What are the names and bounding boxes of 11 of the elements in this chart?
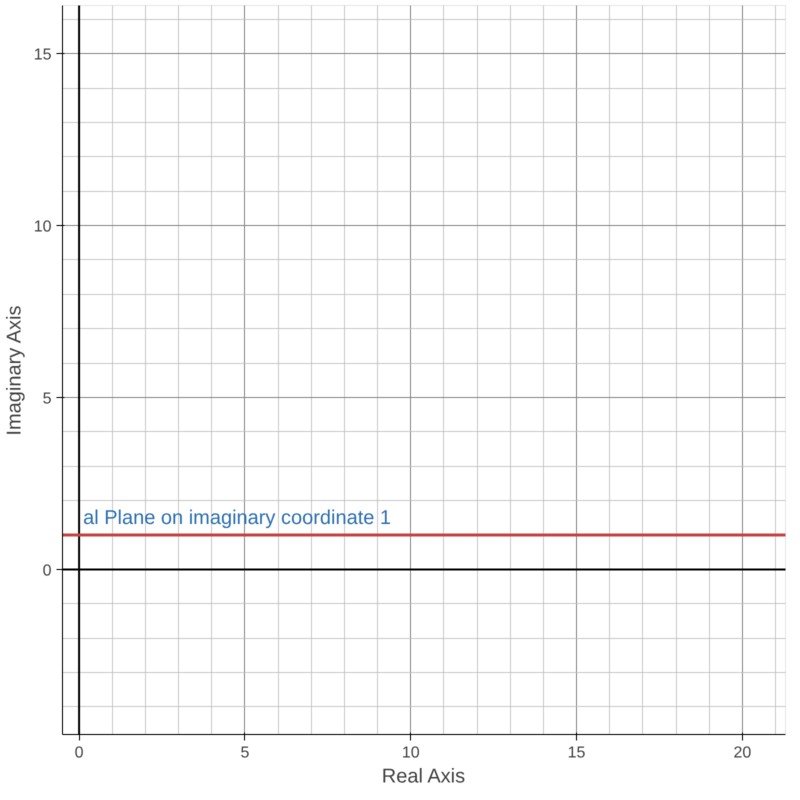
x-tick-label: 15 bbox=[568, 744, 586, 762]
x-tick-label: 5 bbox=[240, 744, 250, 762]
y-axis-title: Imaginary Axis bbox=[4, 306, 26, 436]
y-tick-label: 5 bbox=[42, 390, 52, 408]
x-axis-title: Real Axis bbox=[382, 766, 466, 788]
y-tick-label: 0 bbox=[42, 562, 52, 580]
x-tick-label: 20 bbox=[733, 744, 752, 762]
x-tick-label: 10 bbox=[402, 744, 420, 762]
y-tick-label: 10 bbox=[34, 218, 52, 236]
x-tick-label: 0 bbox=[74, 744, 84, 762]
y-tick-label: 15 bbox=[34, 46, 52, 64]
